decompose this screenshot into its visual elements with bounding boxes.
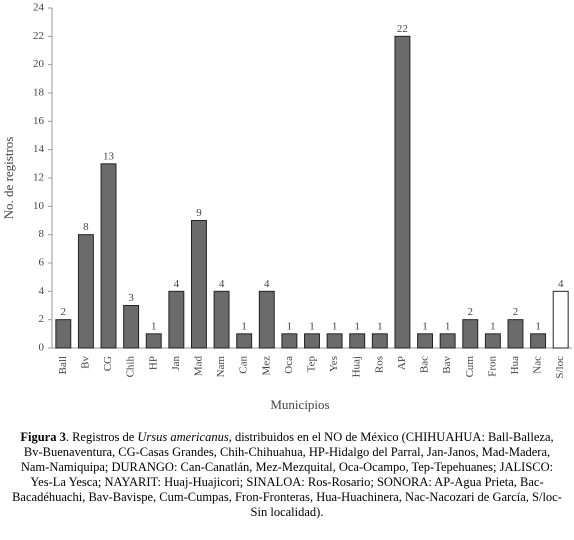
x-tick-label: Hua (509, 356, 521, 374)
bar (77, 234, 94, 349)
caption-species: Ursus americanus (137, 430, 229, 444)
bar (439, 333, 456, 349)
x-tick-label: Chih (125, 356, 137, 378)
bar (100, 163, 117, 349)
bar (462, 319, 479, 349)
bar (304, 333, 320, 349)
x-tick-label: HP (147, 356, 159, 370)
value-label: 4 (558, 278, 564, 290)
value-label: 1 (287, 320, 293, 332)
y-tick-label: 14 (33, 143, 45, 155)
x-axis-label: Municipios (270, 397, 329, 412)
bar (168, 290, 185, 349)
x-tick-label: Huaj (351, 356, 363, 377)
value-label: 13 (103, 150, 115, 162)
x-tick-label: Bav (441, 356, 453, 374)
y-tick-label: 20 (33, 58, 45, 70)
x-tick-label: Oca (283, 356, 295, 374)
bar (394, 35, 411, 349)
bar (530, 333, 547, 349)
bar (213, 290, 230, 349)
value-label: 2 (513, 306, 519, 318)
y-tick-label: 6 (39, 257, 45, 269)
bar (281, 333, 298, 349)
bar (236, 333, 253, 349)
y-tick-label: 8 (39, 228, 45, 240)
y-tick-label: 0 (39, 342, 45, 354)
x-tick-label: Mez (260, 356, 272, 376)
bar (190, 220, 207, 349)
value-label: 22 (397, 23, 408, 35)
y-axis-label: No. de registros (1, 137, 16, 220)
x-tick-label: Cum (464, 356, 476, 378)
y-tick-label: 24 (33, 2, 45, 14)
x-tick-label: Jan (170, 356, 182, 371)
x-tick-label: Nac (532, 356, 544, 374)
x-tick-label: Nam (215, 356, 227, 378)
value-label: 1 (377, 320, 383, 332)
value-label: 1 (490, 320, 496, 332)
value-label: 1 (445, 320, 451, 332)
caption-text: , distribuidos en el NO de México (CHIHU… (12, 430, 562, 519)
value-label: 2 (61, 306, 67, 318)
y-tick-label: 10 (33, 200, 45, 212)
x-tick-label: Bv (79, 356, 91, 369)
value-label: 1 (422, 320, 428, 332)
value-label: 3 (128, 292, 134, 304)
x-tick-label: Fron (486, 356, 498, 377)
value-label: 4 (174, 278, 180, 290)
x-tick-label: Yes (328, 356, 340, 372)
y-tick-label: 2 (39, 313, 45, 325)
y-tick-label: 4 (39, 285, 45, 297)
y-tick-label: 16 (33, 115, 45, 127)
caption: Figura 3. Registros de Ursus americanus,… (12, 430, 562, 520)
y-tick-label: 12 (33, 172, 44, 184)
x-tick-label: Ros (373, 356, 385, 373)
x-tick-label: Can (238, 356, 250, 374)
value-label: 1 (332, 320, 338, 332)
bar (371, 333, 388, 349)
x-tick-label: Ball (57, 356, 69, 374)
value-label: 9 (196, 207, 202, 219)
value-label: 1 (151, 320, 157, 332)
bar (507, 319, 524, 349)
value-label: 4 (264, 278, 270, 290)
value-label: 1 (241, 320, 247, 332)
x-tick-label: Bac (419, 356, 431, 373)
caption-text: . Registros de (65, 430, 138, 444)
value-label: 1 (309, 320, 315, 332)
bar (484, 333, 501, 349)
x-tick-label: S/loc (554, 356, 566, 379)
value-label: 1 (354, 320, 360, 332)
y-tick-label: 18 (33, 87, 45, 99)
x-tick-label: AP (396, 356, 408, 370)
y-tick-label: 22 (33, 30, 44, 42)
x-tick-label: CG (102, 356, 114, 371)
bar (55, 319, 72, 349)
bar (145, 333, 162, 349)
bar (326, 333, 343, 349)
value-label: 4 (219, 278, 225, 290)
caption-label: Figura 3 (20, 430, 66, 444)
x-tick-label: Tep (306, 356, 318, 373)
bar (349, 333, 366, 349)
value-label: 1 (535, 320, 541, 332)
x-tick-label: Mad (192, 356, 204, 377)
bar (552, 290, 569, 349)
value-label: 8 (83, 221, 89, 233)
bar (258, 290, 275, 349)
value-label: 2 (468, 306, 474, 318)
bar (417, 333, 434, 349)
bar (123, 305, 140, 349)
chart: No. de registros Municipios 024681012141… (1, 2, 572, 412)
